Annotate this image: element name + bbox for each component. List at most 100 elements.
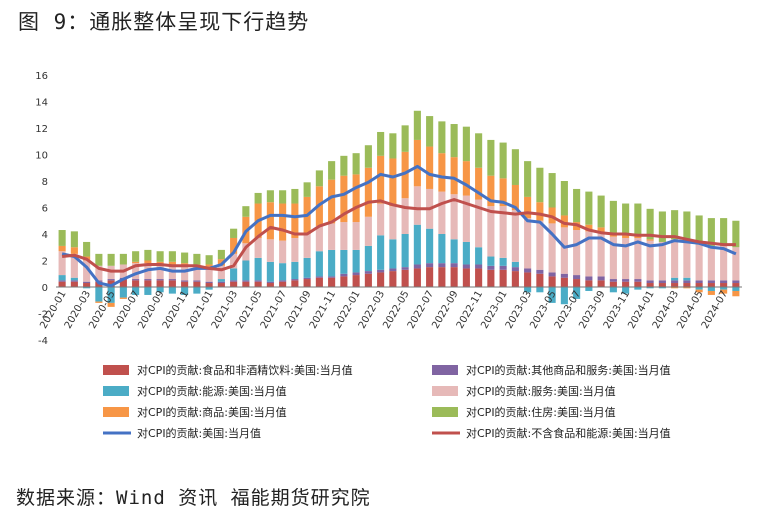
bar-2-2022-03 bbox=[377, 269, 385, 273]
bar-1-2024-04 bbox=[683, 283, 691, 287]
x-axis: 2020-012020-032020-052020-072020-092020-… bbox=[38, 289, 730, 331]
bar-2-2020-05 bbox=[107, 279, 115, 281]
bar-2-2020-08 bbox=[144, 279, 152, 281]
bar-3-2020-09 bbox=[156, 287, 164, 293]
bar-3-2020-03 bbox=[83, 287, 91, 289]
bar-6-2021-06 bbox=[266, 190, 274, 203]
bar-1-2022-08 bbox=[438, 267, 446, 287]
bar-4-2023-12 bbox=[634, 237, 642, 280]
bar-4-2023-09 bbox=[597, 232, 605, 277]
bar-3-2022-02 bbox=[364, 245, 372, 272]
bar-series-group bbox=[56, 110, 742, 307]
bar-3-2020-06 bbox=[119, 287, 127, 298]
bar-2-2021-11 bbox=[328, 276, 336, 278]
bar-3-2021-06 bbox=[266, 261, 274, 282]
bar-4-2024-01 bbox=[646, 240, 654, 281]
bar-2-2021-09 bbox=[303, 277, 311, 280]
bar-6-2020-04 bbox=[95, 253, 103, 266]
bar-4-2020-04 bbox=[95, 265, 103, 281]
bar-4-2020-12 bbox=[193, 267, 201, 281]
bar-3-2024-08 bbox=[732, 287, 740, 291]
bar-2-2020-02 bbox=[70, 280, 78, 282]
legend-label-7: 对CPI的贡献:美国:当月值 bbox=[137, 426, 261, 440]
bar-4-2020-02 bbox=[70, 253, 78, 278]
bar-3-2024-06 bbox=[707, 287, 715, 291]
bar-3-2022-08 bbox=[438, 234, 446, 264]
bar-2-2021-12 bbox=[340, 273, 348, 277]
bar-2-2020-01 bbox=[58, 280, 66, 282]
bar-6-2021-08 bbox=[291, 188, 299, 204]
bar-3-2022-05 bbox=[401, 234, 409, 268]
bar-4-2021-06 bbox=[266, 239, 274, 262]
bar-4-2021-04 bbox=[242, 243, 250, 261]
bar-1-2022-11 bbox=[475, 268, 483, 287]
bar-2-2021-04 bbox=[242, 280, 250, 282]
y-tick-label: 8 bbox=[42, 177, 48, 188]
y-tick-label: 6 bbox=[42, 204, 48, 215]
bar-5-2022-03 bbox=[377, 155, 385, 204]
bar-6-2022-08 bbox=[438, 121, 446, 154]
bar-3-2021-03 bbox=[230, 268, 238, 281]
bar-4-2023-01 bbox=[499, 206, 507, 258]
y-tick-label: 14 bbox=[35, 98, 48, 109]
bar-3-2023-05 bbox=[548, 287, 556, 303]
bar-1-2021-02 bbox=[217, 283, 225, 287]
bar-6-2020-01 bbox=[58, 230, 66, 246]
bar-4-2024-06 bbox=[707, 245, 715, 281]
bar-1-2022-05 bbox=[401, 269, 409, 287]
y-tick-label: -2 bbox=[38, 310, 48, 321]
bar-5-2021-11 bbox=[328, 179, 336, 224]
bar-2-2023-08 bbox=[585, 276, 593, 281]
legend-swatch-6 bbox=[432, 407, 458, 417]
bar-2-2021-07 bbox=[279, 280, 287, 282]
bar-1-2021-06 bbox=[266, 283, 274, 287]
bar-4-2024-04 bbox=[683, 240, 691, 278]
bar-5-2022-05 bbox=[401, 151, 409, 199]
bar-5-2020-04 bbox=[95, 301, 103, 303]
bar-2-2021-06 bbox=[266, 281, 274, 284]
bar-4-2022-10 bbox=[462, 195, 470, 242]
bar-3-2022-11 bbox=[475, 247, 483, 265]
bar-1-2023-07 bbox=[573, 279, 581, 287]
bar-2-2022-04 bbox=[389, 268, 397, 272]
bar-5-2020-10 bbox=[168, 261, 176, 266]
bar-4-2023-03 bbox=[524, 218, 532, 269]
bar-3-2021-12 bbox=[340, 249, 348, 274]
bar-4-2021-10 bbox=[315, 226, 323, 252]
bar-2-2022-02 bbox=[364, 271, 372, 274]
bar-6-2022-10 bbox=[462, 126, 470, 162]
bar-3-2024-05 bbox=[695, 287, 703, 290]
data-source-note: 数据来源：Wind 资讯 福能期货研究院 bbox=[16, 487, 371, 509]
line-series-1 bbox=[61, 164, 737, 288]
cpi-contribution-chart: -4 -2 0 2 4 6 8 10 12 14 16 2020-012020-032020-052… bbox=[35, 71, 742, 440]
bar-1-2023-05 bbox=[548, 276, 556, 287]
line-series-group bbox=[61, 164, 737, 288]
bar-2-2021-08 bbox=[291, 279, 299, 281]
bar-1-2021-11 bbox=[328, 277, 336, 287]
bar-2-2020-07 bbox=[132, 279, 140, 281]
bar-2-2024-07 bbox=[720, 280, 728, 284]
bar-1-2021-03 bbox=[230, 281, 238, 287]
bar-5-2024-03 bbox=[671, 287, 679, 289]
bar-6-2024-06 bbox=[707, 218, 715, 246]
bar-5-2023-08 bbox=[585, 224, 593, 232]
bar-2-2023-12 bbox=[634, 279, 642, 282]
bar-1-2021-12 bbox=[340, 276, 348, 287]
bar-1-2024-08 bbox=[732, 283, 740, 287]
bar-2-2021-05 bbox=[254, 280, 262, 282]
bar-2-2023-02 bbox=[511, 267, 519, 272]
bar-2-2022-08 bbox=[438, 263, 446, 268]
bar-4-2024-07 bbox=[720, 245, 728, 281]
bar-2-2024-06 bbox=[707, 280, 715, 284]
bar-2-2023-04 bbox=[536, 269, 544, 274]
bar-6-2021-05 bbox=[254, 192, 262, 204]
legend-label-1: 对CPI的贡献:食品和非酒精饮料:美国:当月值 bbox=[137, 363, 353, 377]
bar-3-2020-02 bbox=[70, 277, 78, 281]
bar-3-2020-10 bbox=[168, 287, 176, 294]
bar-3-2022-09 bbox=[450, 239, 458, 264]
bar-6-2022-03 bbox=[377, 131, 385, 156]
bar-3-2023-11 bbox=[622, 287, 630, 294]
bar-6-2022-02 bbox=[364, 145, 372, 168]
y-tick-label: -4 bbox=[38, 336, 48, 347]
bar-4-2022-06 bbox=[413, 186, 421, 225]
